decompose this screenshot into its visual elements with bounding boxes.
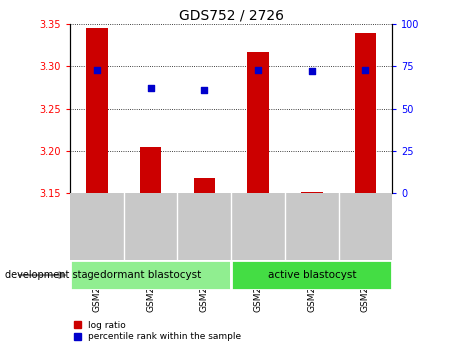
Bar	[86, 28, 107, 193]
Legend: log ratio, percentile rank within the sample: log ratio, percentile rank within the sa…	[70, 317, 245, 345]
Point	[93, 67, 101, 72]
Text: active blastocyst: active blastocyst	[267, 270, 356, 280]
Bar	[70, 260, 231, 290]
Point	[362, 67, 369, 72]
Text: dormant blastocyst: dormant blastocyst	[100, 270, 201, 280]
Point	[201, 87, 208, 93]
Point	[147, 86, 154, 91]
Text: development stage: development stage	[5, 270, 99, 280]
Bar	[355, 33, 376, 193]
Point	[254, 67, 262, 72]
Bar	[231, 260, 392, 290]
Title: GDS752 / 2726: GDS752 / 2726	[179, 9, 284, 23]
Bar	[193, 178, 215, 193]
Point	[308, 69, 315, 74]
Bar	[140, 147, 161, 193]
Bar	[247, 52, 269, 193]
